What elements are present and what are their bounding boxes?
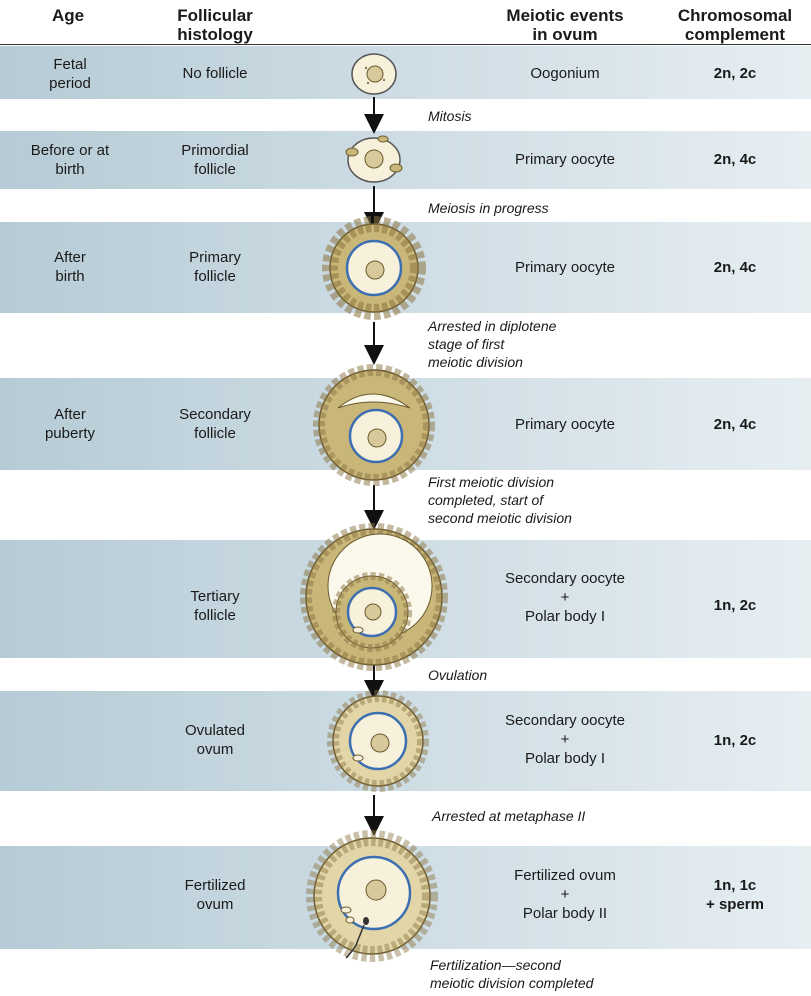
transition-mitosis: Mitosis	[428, 108, 472, 124]
secondary-follicle	[313, 364, 435, 486]
row-7-histology: Fertilized ovum	[184, 877, 246, 913]
primary-follicle	[322, 216, 426, 320]
row-band-2	[0, 131, 811, 189]
row-2-event: Primary oocyte	[514, 151, 616, 168]
primordial-follicle	[345, 135, 403, 183]
fertilized-ovum	[306, 830, 438, 962]
sperm-tail	[345, 924, 365, 959]
row-2-complement: 2n, 4c	[713, 151, 757, 168]
row-5-event: Secondary oocyte + Polar body I	[504, 570, 626, 625]
row-3-histology: Primary follicle	[189, 249, 241, 285]
row-1-histology: No follicle	[182, 65, 248, 82]
row-1-age: Fetal period	[49, 56, 91, 92]
row-1-complement: 2n, 2c	[713, 65, 757, 82]
row-4-event: Primary oocyte	[514, 416, 616, 433]
transition-first-meiotic-completed: First meiotic division completed, start o…	[428, 474, 572, 526]
header-chromosomal-complement: Chromosomal complement	[677, 6, 793, 44]
row-3-complement: 2n, 4c	[713, 259, 757, 276]
row-4-complement: 2n, 4c	[713, 416, 757, 433]
row-2-age: Before or at birth	[30, 142, 110, 178]
row-1-event: Oogonium	[530, 65, 600, 82]
row-4-age: After puberty	[44, 406, 96, 442]
transition-ovulation: Ovulation	[428, 667, 488, 683]
transition-arrested-diplotene: Arrested in diplotene stage of first meiot…	[428, 318, 557, 370]
ovulated-ovum	[327, 690, 429, 792]
oogonium-cell	[351, 53, 397, 95]
row-6-histology: Ovulated ovum	[184, 722, 246, 758]
row-6-complement: 1n, 2c	[713, 732, 757, 749]
header-age: Age	[51, 6, 85, 25]
header-meiotic-events: Meiotic events in ovum	[506, 6, 624, 44]
row-4-histology: Secondary follicle	[179, 406, 251, 442]
tertiary-follicle	[300, 523, 448, 671]
row-5-complement: 1n, 2c	[713, 597, 757, 614]
row-7-event: Fertilized ovum + Polar body II	[514, 867, 616, 922]
row-3-age: After birth	[54, 249, 86, 285]
header-follicular-histology: Follicular histology	[177, 6, 253, 44]
row-band-1	[0, 46, 811, 99]
row-3-event: Primary oocyte	[514, 259, 616, 276]
header-divider	[0, 44, 811, 45]
sperm-head	[363, 917, 369, 925]
transition-meiosis-in-progress: Meiosis in progress	[428, 200, 549, 216]
row-7-complement: 1n, 1c + sperm	[706, 877, 764, 913]
transition-fertilization: Fertilization—second meiotic division com…	[430, 957, 594, 991]
row-2-histology: Primordial follicle	[181, 142, 249, 178]
row-6-event: Secondary oocyte + Polar body I	[504, 712, 626, 767]
row-5-histology: Tertiary follicle	[190, 588, 240, 624]
transition-arrested-metaphase-ii: Arrested at metaphase II	[432, 808, 586, 824]
